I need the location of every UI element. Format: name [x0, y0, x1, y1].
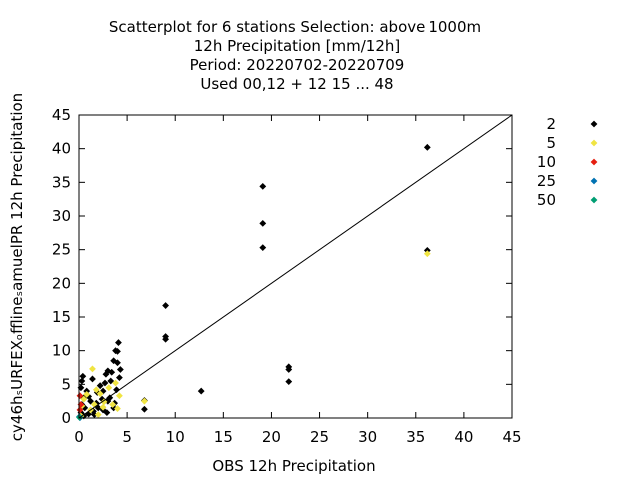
scatter-point-series-2 [114, 347, 121, 355]
scatter-point-series-2 [102, 370, 110, 378]
scatter-point-series-10 [76, 392, 84, 400]
scatter-point-series-2 [197, 387, 205, 395]
scatter-point-series-5 [94, 411, 102, 419]
y-tick-label: 40 [52, 140, 71, 158]
scatter-point-series-2 [285, 366, 293, 373]
scatter-point-series-2 [114, 359, 121, 367]
y-tick-label: 45 [52, 106, 71, 124]
y-tick-label: 25 [52, 241, 71, 259]
scatter-point-series-2 [101, 379, 109, 387]
x-tick-label: 0 [74, 428, 84, 446]
scatter-point-series-2 [108, 368, 116, 376]
title-line-1: Scatterplot for 6 stations Selection: ab… [109, 18, 481, 36]
title-line-4: Used 00,12 + 12 15 ... 48 [200, 75, 393, 93]
scatter-point-series-2 [259, 244, 267, 252]
scatter-point-series-10 [76, 406, 84, 414]
scatter-point-series-5 [96, 390, 104, 398]
legend-label-5: 5 [546, 134, 556, 152]
legend-marker-2 [590, 120, 598, 128]
scatter-point-series-2 [162, 335, 169, 343]
scatter-point-series-2 [90, 407, 97, 415]
plot-frame [78, 114, 513, 419]
x-tick-label: 30 [358, 428, 377, 446]
scatter-point-series-2 [78, 377, 86, 385]
legend-label-2: 2 [546, 115, 556, 133]
scatter-point-series-5 [141, 397, 148, 405]
scatter-point-series-5 [105, 384, 113, 392]
scatter-point-series-2 [107, 377, 115, 385]
y-tick-label: 0 [61, 409, 71, 427]
scatter-point-series-2 [115, 339, 122, 346]
scatter-point-series-5 [99, 403, 107, 411]
x-tick-label: 45 [502, 428, 521, 446]
scatter-point-series-2 [141, 405, 148, 413]
scatter-point-series-5 [423, 250, 431, 258]
scatter-point-series-2 [110, 357, 118, 365]
legend-marker-25 [590, 177, 598, 185]
title-line-3: Period: 20220702-20220709 [190, 56, 405, 74]
scatter-point-series-5 [89, 365, 96, 373]
y-tick-label: 10 [52, 342, 71, 360]
scatter-point-series-2 [285, 378, 293, 386]
scatter-point-series-2 [103, 409, 111, 417]
legend-label-25: 25 [537, 172, 556, 190]
scatter-point-series-2 [259, 220, 267, 227]
scatter-point-series-5 [83, 391, 91, 398]
scatter-point-series-5 [90, 401, 98, 408]
chart-title: Scatterplot for 6 stations Selection: ab… [109, 18, 481, 93]
x-tick-label: 25 [310, 428, 329, 446]
scatter-point-series-2 [116, 374, 123, 381]
legend-marker-10 [590, 158, 598, 166]
legend-marker-5 [590, 139, 598, 147]
title-line-2: 12h Precipitation [mm/12h] [194, 37, 400, 55]
y-tick-label: 15 [52, 308, 71, 326]
scatter-point-series-2 [116, 366, 124, 373]
scatter-point-series-2 [162, 302, 169, 309]
scatter-point-series-2 [96, 382, 104, 390]
scatter-point-series-5 [80, 395, 88, 403]
y-tick-label: 5 [61, 375, 71, 393]
scatter-point-series-2 [423, 143, 431, 151]
scatter-point-series-2 [89, 375, 96, 383]
axes: 0 5 10 15 20 25 30 35 40 45 0 5 10 15 20 25 30 35 40 45 [52, 106, 522, 446]
scatter-point-series-5 [116, 392, 123, 400]
scatter-point-series-2 [259, 182, 267, 190]
y-axis-label: cy46hₛURFEXₒfflineₛamuelPR 12h Precipita… [8, 93, 26, 441]
scatter-point-series-10 [77, 401, 85, 408]
y-tick-label: 35 [52, 173, 71, 191]
scatter-point-series-5 [100, 398, 108, 406]
legend-label-10: 10 [537, 153, 556, 171]
scatter-point-series-2 [113, 386, 120, 394]
scatter-point-series-5 [109, 401, 117, 408]
x-tick-label: 5 [122, 428, 132, 446]
scatter-point-series-2 [79, 372, 87, 380]
y-tick-label: 30 [52, 207, 71, 225]
scatter-point-series-5 [112, 379, 119, 387]
scatter-point-series-5 [114, 405, 121, 412]
scatter-point-series-2 [106, 394, 114, 402]
y-tick-label: 20 [52, 274, 71, 292]
scatter-point-series-5 [92, 386, 100, 394]
x-tick-label: 20 [262, 428, 281, 446]
scatter-point-series-2 [98, 395, 106, 403]
x-tick-label: 40 [454, 428, 473, 446]
legend-label-50: 50 [537, 191, 556, 209]
x-tick-label: 10 [166, 428, 185, 446]
x-axis-label: OBS 12h Precipitation [212, 457, 375, 475]
scatter-point-series-2 [87, 397, 94, 405]
x-tick-label: 35 [406, 428, 425, 446]
diagonal-reference-line [78, 114, 513, 419]
scatter-points [76, 143, 431, 422]
scatter-point-series-2 [90, 411, 98, 419]
scatter-point-series-2 [93, 389, 101, 396]
legend-marker-50 [590, 196, 598, 204]
x-tick-label: 15 [214, 428, 233, 446]
